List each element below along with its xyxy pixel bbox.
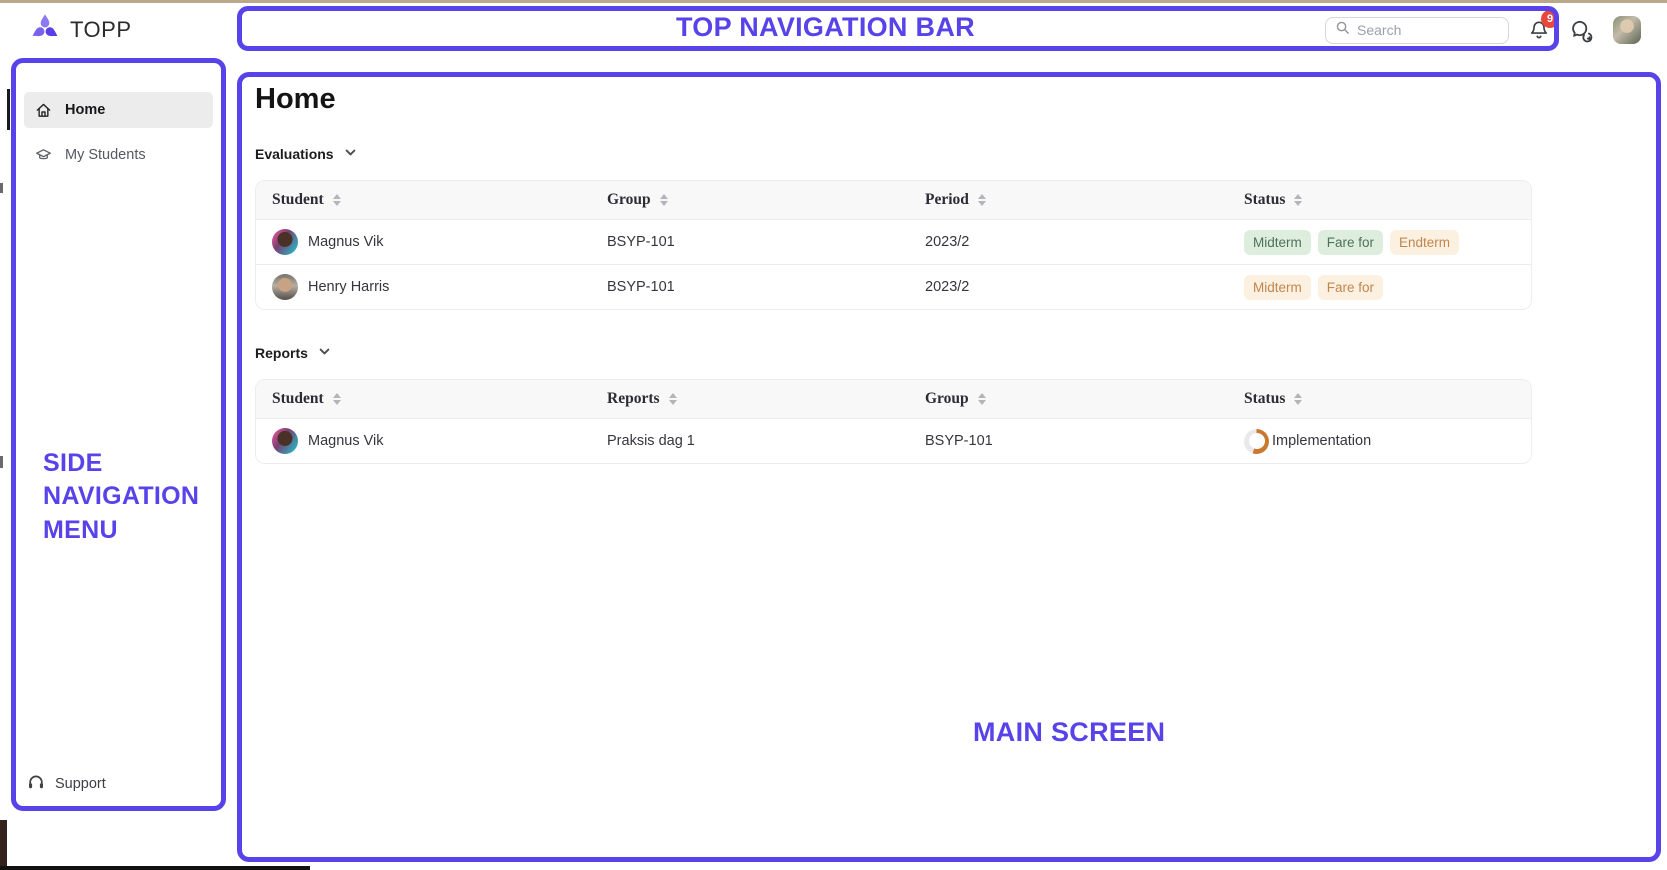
support-button[interactable]: Support <box>27 773 106 795</box>
student-cell: Magnus Vik <box>256 428 591 454</box>
report-cell: Praksis dag 1 <box>607 433 695 449</box>
sort-icon[interactable] <box>332 393 341 405</box>
period-cell: 2023/2 <box>925 279 970 295</box>
status-badge[interactable]: Midterm <box>1244 229 1311 255</box>
avatar <box>272 274 298 300</box>
status-badge[interactable]: Endterm <box>1390 229 1460 255</box>
column-header-period[interactable]: Period <box>909 191 1228 209</box>
home-icon <box>35 102 52 119</box>
student-name: Magnus Vik <box>308 433 384 449</box>
chat-icon <box>1572 20 1593 42</box>
search-input[interactable] <box>1357 22 1499 38</box>
report-status-label: Implementation <box>1272 433 1372 449</box>
annotation-main-screen-label: MAIN SCREEN <box>973 717 1166 747</box>
period-cell: 2023/2 <box>925 234 970 250</box>
left-edge-artifact <box>0 456 3 468</box>
table-row[interactable]: Magnus Vik BSYP-101 2023/2 Midterm Fare … <box>256 219 1531 264</box>
evaluations-table-header: Student Group Period Status <box>256 181 1531 219</box>
notifications-button[interactable]: 9 <box>1528 10 1559 42</box>
sidebar-item-home[interactable]: Home <box>24 92 213 128</box>
column-header-reports[interactable]: Reports <box>591 390 909 408</box>
page-title: Home <box>255 83 336 115</box>
notification-badge: 9 <box>1541 10 1559 28</box>
column-header-status[interactable]: Status <box>1228 390 1531 408</box>
column-header-student[interactable]: Student <box>256 390 591 408</box>
status-cell: Midterm Fare for <box>1228 274 1531 300</box>
left-edge-artifact <box>7 89 10 130</box>
group-cell: BSYP-101 <box>925 433 993 449</box>
sort-icon[interactable] <box>1294 194 1303 206</box>
evaluations-section-header[interactable]: Evaluations <box>255 145 1656 163</box>
logo-triad-icon <box>30 13 60 48</box>
evaluations-section-title: Evaluations <box>255 146 334 162</box>
status-cell: Implementation <box>1228 428 1531 454</box>
top-edge-strip <box>0 0 1667 3</box>
annotation-side-menu-label: SIDE NAVIGATION MENU <box>43 449 200 544</box>
reports-table-header: Student Reports Group Status <box>256 380 1531 418</box>
table-row[interactable]: Magnus Vik Praksis dag 1 BSYP-101 Implem… <box>256 418 1531 463</box>
sidebar-item-label: My Students <box>65 147 146 163</box>
column-header-status[interactable]: Status <box>1228 191 1531 209</box>
bottom-edge-artifact <box>0 866 310 870</box>
student-cell: Henry Harris <box>256 274 591 300</box>
student-name: Henry Harris <box>308 279 390 295</box>
student-name: Magnus Vik <box>308 234 384 250</box>
reports-section-header[interactable]: Reports <box>255 344 1656 362</box>
chevron-down-icon[interactable] <box>343 145 358 163</box>
group-cell: BSYP-101 <box>607 234 675 250</box>
group-cell: BSYP-101 <box>607 279 675 295</box>
reports-table: Student Reports Group Status Magnus Vik … <box>255 379 1532 464</box>
side-navigation-menu: Home My Students SIDE NAVIGATION MENU Su… <box>11 58 226 811</box>
sort-icon[interactable] <box>332 194 341 206</box>
sort-icon[interactable] <box>977 194 986 206</box>
search-box[interactable] <box>1325 16 1509 44</box>
status-badge[interactable]: Fare for <box>1317 274 1384 300</box>
sort-icon[interactable] <box>977 393 986 405</box>
topnav-actions: 9 <box>1325 10 1641 44</box>
sidebar-item-label: Home <box>65 102 106 118</box>
status-badge[interactable]: Fare for <box>1317 229 1384 255</box>
support-label: Support <box>55 776 106 792</box>
user-avatar[interactable] <box>1613 16 1641 44</box>
sort-icon[interactable] <box>1294 393 1303 405</box>
search-icon <box>1335 20 1350 40</box>
sort-icon[interactable] <box>668 393 677 405</box>
sort-icon[interactable] <box>659 194 668 206</box>
reports-section-title: Reports <box>255 345 308 361</box>
status-badge[interactable]: Midterm <box>1244 274 1311 300</box>
progress-ring-icon <box>1244 428 1269 454</box>
brand-name: TOPP <box>70 17 132 42</box>
chat-button[interactable] <box>1569 18 1594 43</box>
headset-icon <box>27 773 45 795</box>
sidebar-item-my-students[interactable]: My Students <box>24 137 213 173</box>
bottom-left-artifact <box>0 820 7 866</box>
left-edge-artifact <box>0 183 3 193</box>
bell-icon <box>1530 21 1548 39</box>
student-cell: Magnus Vik <box>256 229 591 255</box>
column-header-group[interactable]: Group <box>591 191 909 209</box>
avatar <box>272 428 298 454</box>
table-row[interactable]: Henry Harris BSYP-101 2023/2 Midterm Far… <box>256 264 1531 309</box>
column-header-student[interactable]: Student <box>256 191 591 209</box>
status-cell: Midterm Fare for Endterm <box>1228 229 1531 255</box>
graduation-cap-icon <box>35 147 52 164</box>
chevron-down-icon[interactable] <box>317 344 332 362</box>
avatar <box>272 229 298 255</box>
brand[interactable]: TOPP <box>30 13 132 48</box>
main-screen: Home Evaluations Student Group Period St… <box>237 72 1661 862</box>
evaluations-table: Student Group Period Status Magnus Vik B… <box>255 180 1532 310</box>
column-header-group[interactable]: Group <box>909 390 1228 408</box>
annotation-top-nav-label: TOP NAVIGATION BAR <box>676 12 975 42</box>
